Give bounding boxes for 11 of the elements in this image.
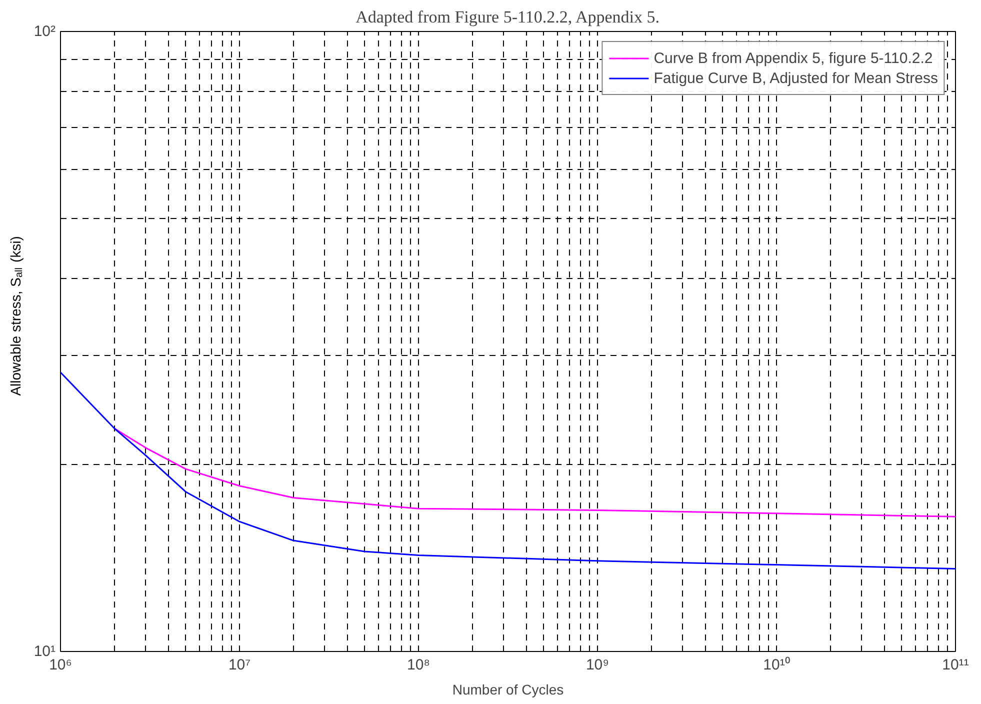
legend-label: Fatigue Curve B, Adjusted for Mean Stress xyxy=(654,70,938,86)
x-tick-label: 10⁹ xyxy=(586,656,610,674)
x-tick-label: 10⁸ xyxy=(406,656,430,674)
x-axis-title: Number of Cycles xyxy=(452,682,564,698)
chart-title: Adapted from Figure 5-110.2.2, Appendix 5. xyxy=(356,8,660,26)
legend-label: Curve B from Appendix 5, figure 5-110.2.2 xyxy=(654,50,933,66)
x-tick-label: 10¹¹ xyxy=(942,656,969,674)
x-tick-label: 10¹⁰ xyxy=(763,656,790,674)
y-axis-title: Allowable stress, Sall (ksi) xyxy=(8,236,25,396)
y-tick-label: 10² xyxy=(34,23,56,40)
x-tick-label: 10⁷ xyxy=(228,656,251,674)
